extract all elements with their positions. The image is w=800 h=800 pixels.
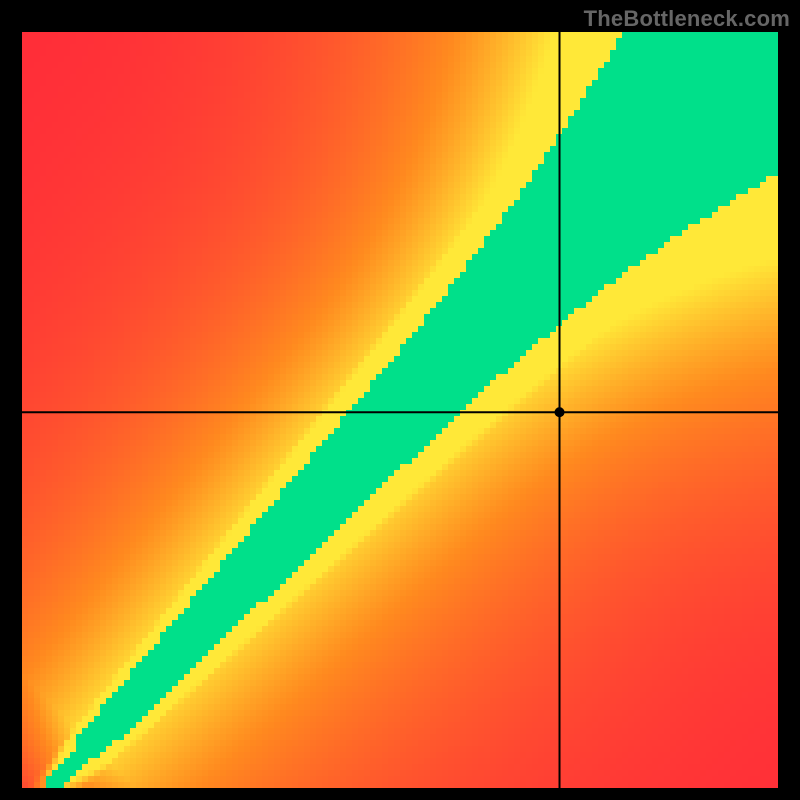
chart-container: TheBottleneck.com: [0, 0, 800, 800]
watermark-text: TheBottleneck.com: [584, 6, 790, 32]
bottleneck-heatmap: [0, 0, 800, 800]
